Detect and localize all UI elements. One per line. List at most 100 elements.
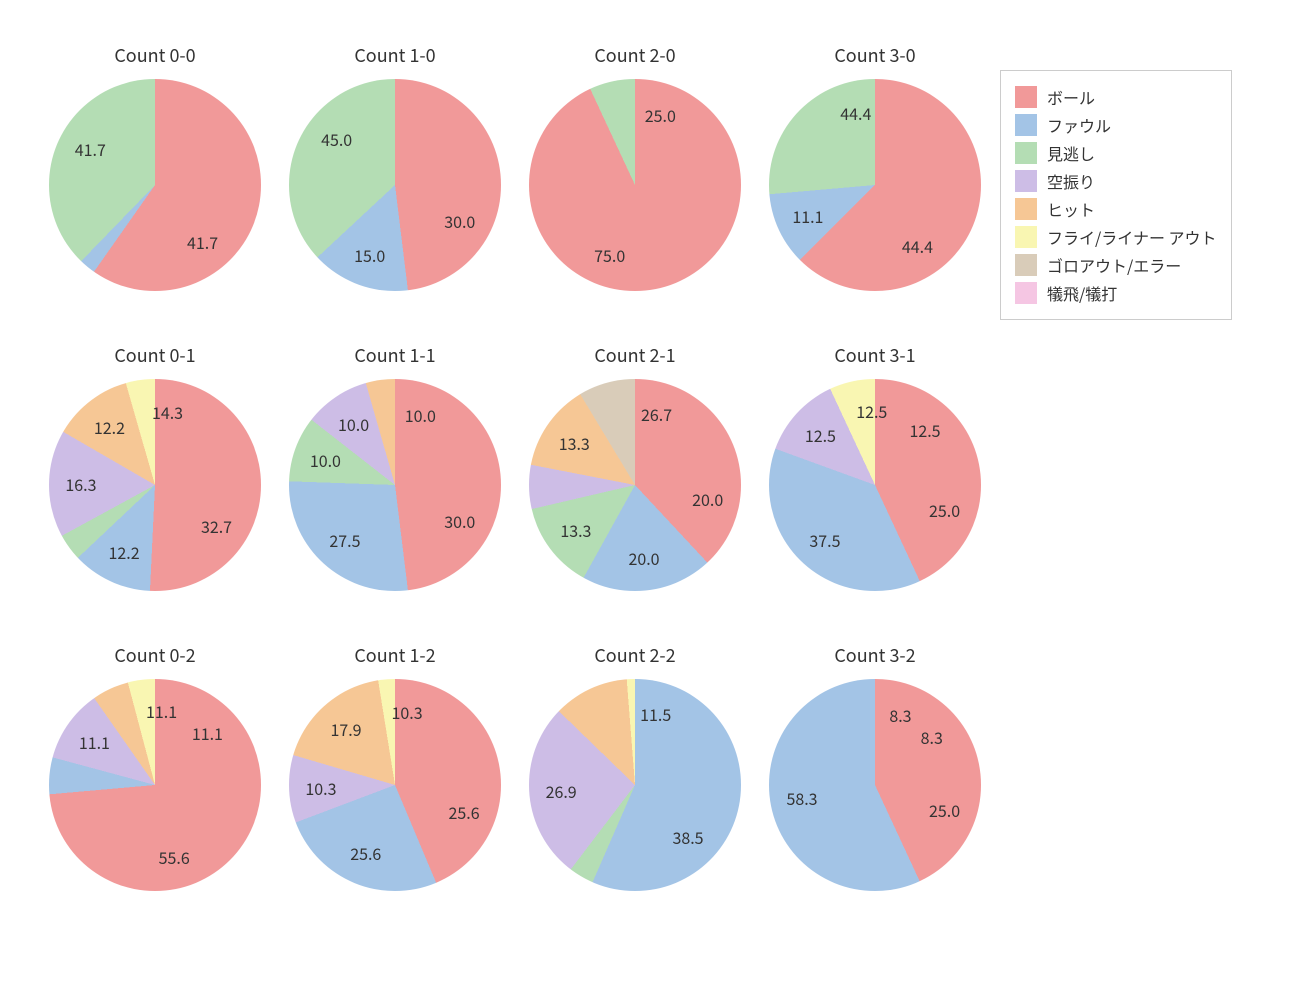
legend-swatch: [1015, 226, 1037, 248]
pie-slice-label: 26.9: [546, 779, 577, 803]
pie: 55.611.111.111.1: [49, 679, 261, 891]
pie: 25.0 37.5 12.5 12.5 12.5: [769, 379, 981, 591]
pie-slice-label: 12.5: [805, 423, 836, 447]
pie-slice-label: 10.0: [310, 448, 341, 472]
pie: 30.027.510.010.010.0: [289, 379, 501, 591]
pie: 32.7 12.2 16.3 12.2 14.3: [49, 379, 261, 591]
pie-panel: Count 1-225.625.610.317.910.3: [280, 670, 510, 900]
legend-label: 見逃し: [1047, 141, 1095, 165]
pie-title: Count 2-1: [520, 342, 750, 368]
pie-slice-label: 38.5: [672, 825, 703, 849]
pie: 44.4 11.1 44.4: [769, 79, 981, 291]
pie-slice-label: 58.3: [786, 786, 817, 810]
legend-item: ファウル: [1015, 113, 1217, 137]
pie-title: Count 0-0: [40, 42, 270, 68]
pie-title: Count 1-0: [280, 42, 510, 68]
pie-title: Count 3-0: [760, 42, 990, 68]
pie-slice-label: 41.7: [75, 137, 106, 161]
pie-panel: Count 3-225.058.38.38.3: [760, 670, 990, 900]
pie-title: Count 3-1: [760, 342, 990, 368]
pie-slice-label: 11.1: [79, 730, 110, 754]
pie-panel: Count 0-255.611.111.111.1: [40, 670, 270, 900]
pie-panel: Count 2-238.526.911.5: [520, 670, 750, 900]
legend-label: 犠飛/犠打: [1047, 281, 1117, 305]
pie-title: Count 1-2: [280, 642, 510, 668]
pie-slice-label: 44.4: [840, 101, 871, 125]
pie-slice-label: 17.9: [330, 717, 361, 741]
pie-slice-label: 8.3: [921, 725, 943, 749]
legend-swatch: [1015, 254, 1037, 276]
pie-slice-label: 16.3: [65, 472, 96, 496]
pie: 38.5 26.9 11.5: [529, 679, 741, 891]
pie-slice-label: 25.0: [929, 798, 960, 822]
pie-title: Count 2-2: [520, 642, 750, 668]
pie-slice-label: 25.6: [350, 841, 381, 865]
legend-item: 見逃し: [1015, 141, 1217, 165]
pie-panel: Count 2-120.020.013.313.326.7: [520, 370, 750, 600]
pie-slice-label: 30.0: [444, 509, 475, 533]
pie-slice-label: 11.1: [146, 699, 177, 723]
pie-slice-label: 12.2: [94, 415, 125, 439]
legend-label: ゴロアウト/エラー: [1047, 253, 1181, 277]
legend-swatch: [1015, 142, 1037, 164]
legend-swatch: [1015, 282, 1037, 304]
pie-slice-label: 26.7: [641, 402, 672, 426]
pie-slice-label: 25.0: [645, 103, 676, 127]
pie-slice-label: 11.5: [640, 702, 671, 726]
pie-title: Count 2-0: [520, 42, 750, 68]
legend-item: ヒット: [1015, 197, 1217, 221]
pie-slice-label: 41.7: [187, 230, 218, 254]
pie-panel: Count 1-030.015.045.0: [280, 70, 510, 300]
pie-slice-label: 32.7: [201, 514, 232, 538]
legend-item: 空振り: [1015, 169, 1217, 193]
pie-panel: Count 0-132.712.216.312.214.3: [40, 370, 270, 600]
pie: 25.0 58.3 8.3 8.3: [769, 679, 981, 891]
pie-slice-label: 45.0: [321, 127, 352, 151]
chart-grid: Count 0-0 41.7 41.7 Count 1-0 30.0 15.0 45.0 Co…: [0, 0, 1300, 1000]
pie-slice-label: 11.1: [192, 721, 223, 745]
pie-title: Count 1-1: [280, 342, 510, 368]
pie-title: Count 0-2: [40, 642, 270, 668]
legend: ボールファウル見逃し空振りヒットフライ/ライナー アウトゴロアウト/エラー犠飛/…: [1000, 70, 1232, 320]
pie-slice-label: 11.1: [792, 204, 823, 228]
pie: 30.0 15.0 45.0: [289, 79, 501, 291]
pie-slice-label: 13.3: [559, 431, 590, 455]
pie: 25.6 25.6 10.3 17.9 10.3: [289, 679, 501, 891]
pie-slice-label: 37.5: [809, 528, 840, 552]
pie-slice-label: 13.3: [560, 518, 591, 542]
pie-slice-label: 12.5: [856, 399, 887, 423]
legend-label: ボール: [1047, 85, 1095, 109]
legend-label: 空振り: [1047, 169, 1095, 193]
legend-item: フライ/ライナー アウト: [1015, 225, 1217, 249]
pie-slice-label: 10.3: [305, 776, 336, 800]
pie: 20.0 20.0 13.3 13.3 26.7: [529, 379, 741, 591]
legend-label: フライ/ライナー アウト: [1047, 225, 1217, 249]
pie-slice-label: 10.0: [405, 403, 436, 427]
pie-panel: Count 3-044.411.144.4: [760, 70, 990, 300]
pie: 75.025.0: [529, 79, 741, 291]
pie-slice-label: 25.6: [449, 800, 480, 824]
pie-slice-label: 20.0: [628, 546, 659, 570]
pie-slice-label: 14.3: [152, 400, 183, 424]
pie-slice-label: 30.0: [444, 209, 475, 233]
legend-item: ボール: [1015, 85, 1217, 109]
pie-slice-label: 44.4: [902, 234, 933, 258]
pie-title: Count 0-1: [40, 342, 270, 368]
pie-slice-label: 12.5: [909, 418, 940, 442]
legend-item: 犠飛/犠打: [1015, 281, 1217, 305]
pie-slice-label: 10.3: [392, 700, 423, 724]
legend-label: ヒット: [1047, 197, 1095, 221]
legend-label: ファウル: [1047, 113, 1111, 137]
pie-panel: Count 3-125.037.512.512.512.5: [760, 370, 990, 600]
legend-swatch: [1015, 198, 1037, 220]
legend-swatch: [1015, 86, 1037, 108]
pie-slice-label: 12.2: [109, 540, 140, 564]
pie-slice-label: 25.0: [929, 498, 960, 522]
pie-slice-label: 8.3: [889, 703, 911, 727]
pie-title: Count 3-2: [760, 642, 990, 668]
legend-swatch: [1015, 114, 1037, 136]
pie-slice-label: 20.0: [692, 487, 723, 511]
legend-swatch: [1015, 170, 1037, 192]
pie-slice-label: 15.0: [354, 243, 385, 267]
legend-item: ゴロアウト/エラー: [1015, 253, 1217, 277]
